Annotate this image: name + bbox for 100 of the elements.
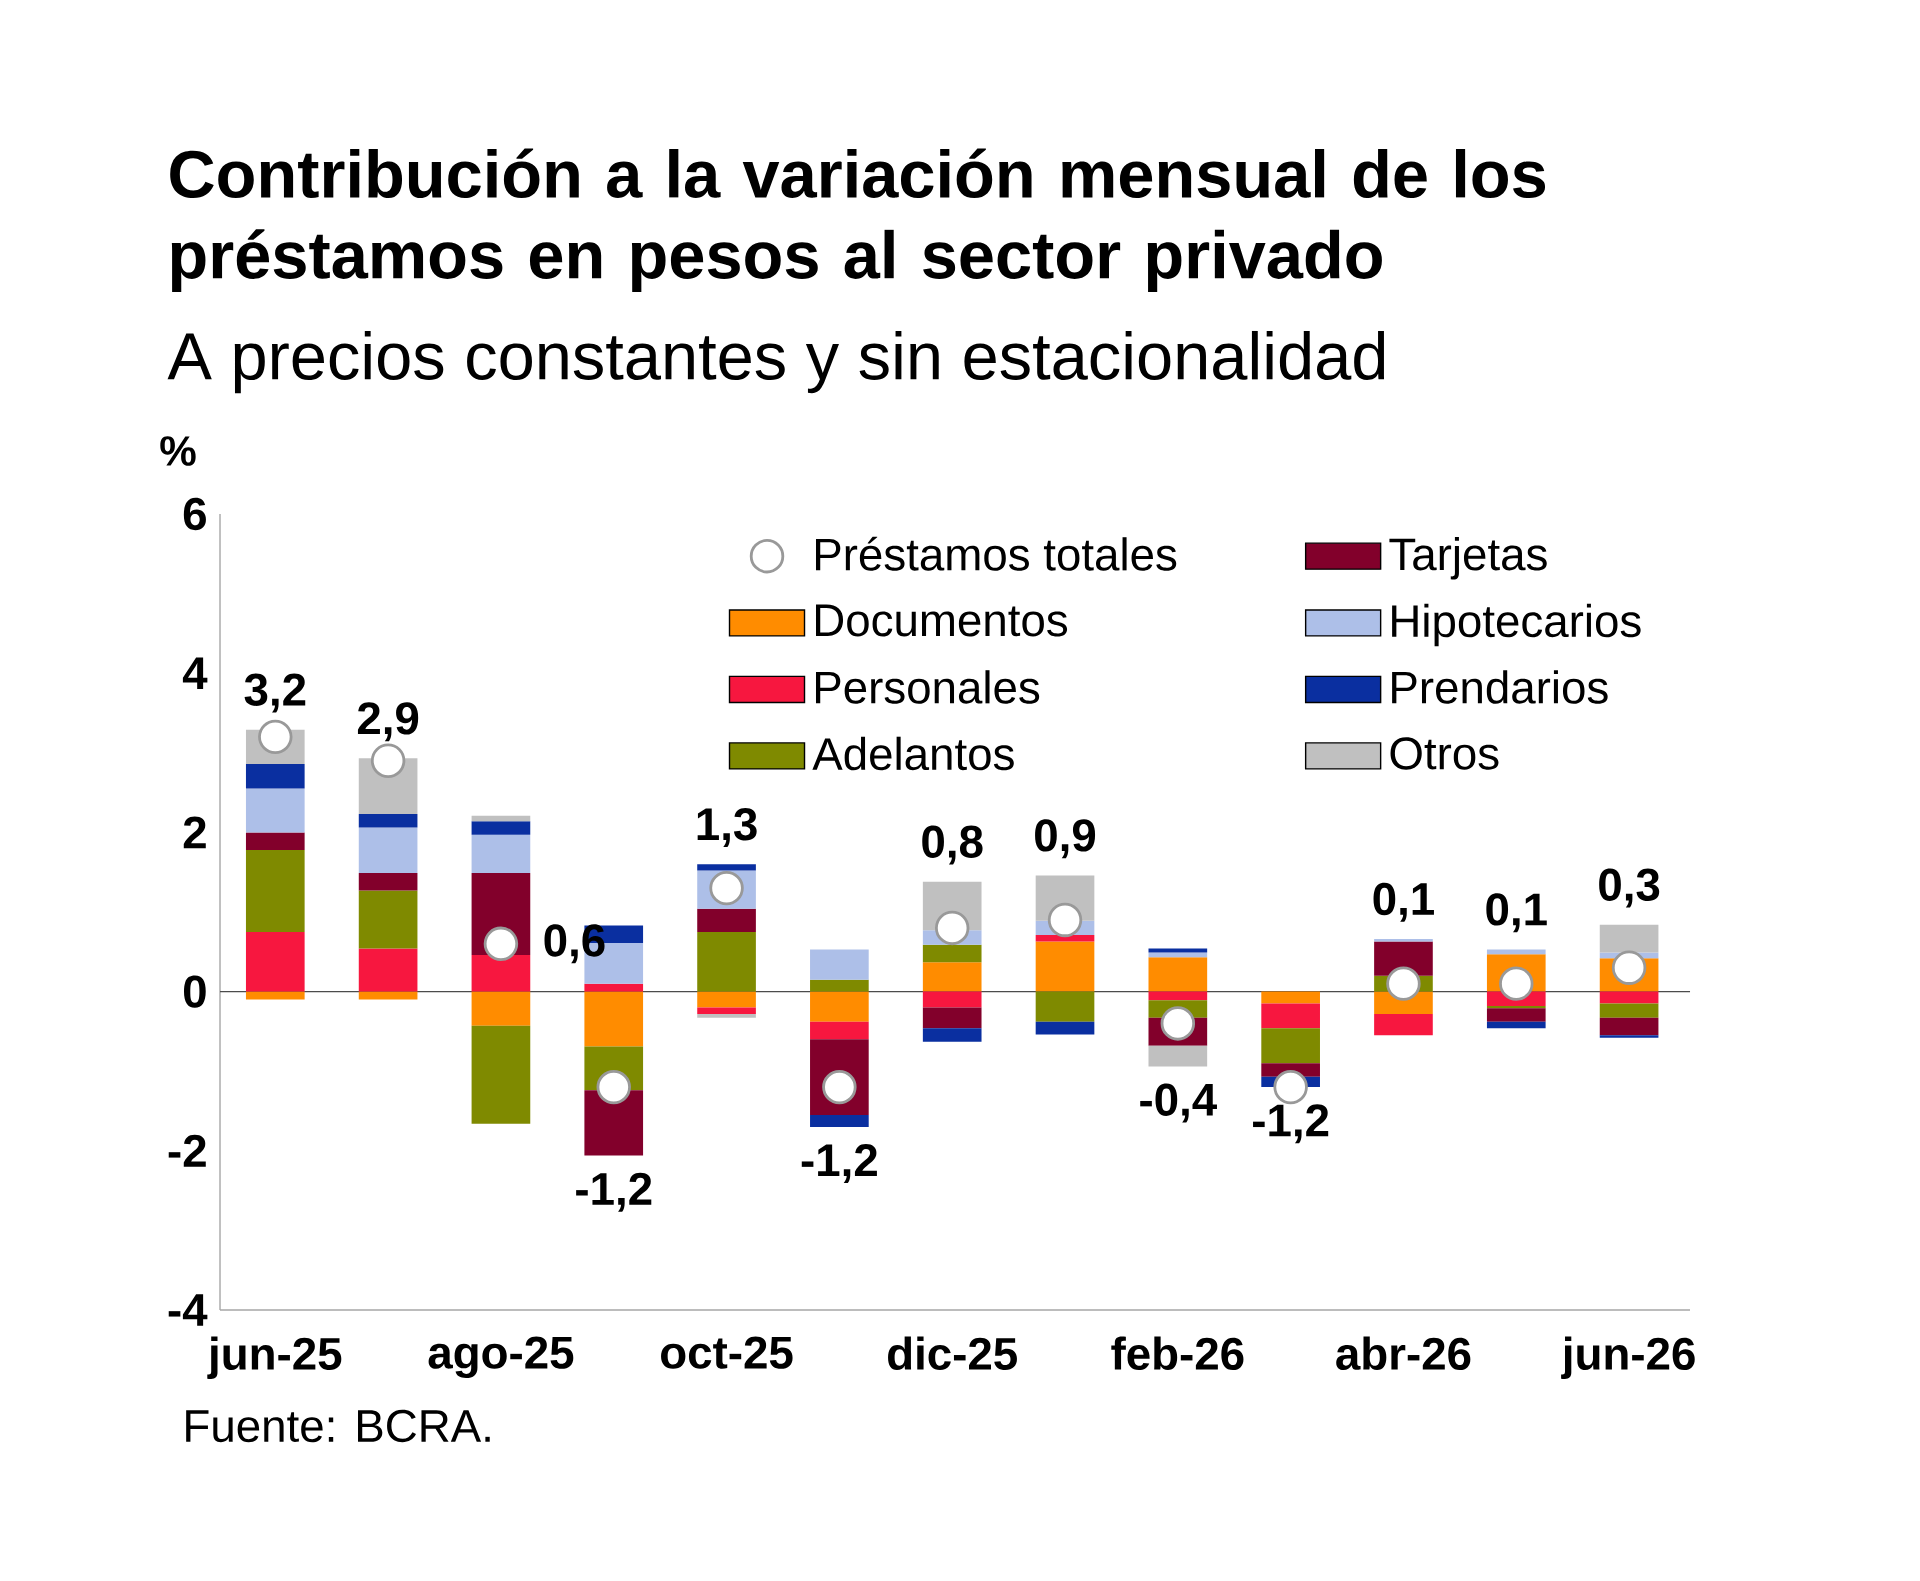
chart-subtitle: A precios constantes y sin estacionalidad [167,330,1385,394]
bar [1261,1028,1320,1064]
point [1273,1069,1308,1105]
data-label: 0,3 [1599,868,1660,908]
legend-label: Hipotecarios [1392,603,1641,647]
y-tick-label: 0 [184,975,206,1008]
bar [471,954,531,992]
bar [584,991,644,1047]
bar [1035,1021,1095,1035]
data-label: 0,1 [1486,893,1547,933]
bar [810,1114,869,1127]
bar [584,1090,644,1156]
bar [1486,1008,1546,1022]
bar [1148,948,1208,953]
data-label: 0,8 [922,825,983,865]
bar [584,983,644,992]
bar [471,1025,531,1124]
bar [1599,924,1659,953]
bar [1599,1017,1659,1036]
bar [358,991,418,1000]
data-label: -1,2 [801,1144,877,1184]
bar [922,1007,982,1029]
bar [1148,1045,1208,1067]
data-label: 0,6 [544,924,605,964]
y-tick-label: 6 [183,497,206,531]
point [258,719,293,755]
bar [810,1021,869,1040]
bar [1148,991,1208,1001]
point [596,1069,631,1105]
bar [245,832,305,850]
legend-label: Personales [815,670,1040,704]
legend-label: Prendarios [1392,670,1608,704]
bar [922,1028,982,1042]
bar [697,931,756,992]
data-label: 1,3 [697,808,757,848]
point [1386,966,1421,1001]
bar [1148,957,1208,992]
chart-title: Contribución a la variación mensual de los préstamos en pesos al sector privado [170,148,1546,293]
x-tick-label: abr-26 [1336,1336,1471,1371]
bar [471,834,531,873]
data-label: 0,9 [1035,819,1096,859]
bar [358,814,418,828]
legend-label: Tarjetas [1389,536,1547,580]
bar [1035,941,1095,992]
bar [922,962,982,992]
x-tick-label: jun-25 [207,1336,342,1380]
point [934,910,970,946]
point [1047,902,1083,938]
bar [358,890,418,949]
legend-label: Adelantos [812,736,1014,771]
point [709,870,744,906]
data-label: 3,2 [244,673,306,713]
point [1160,1006,1196,1041]
point [822,1069,857,1105]
point [370,743,406,778]
bar [810,979,869,992]
x-tick-label: jun-26 [1561,1336,1695,1380]
data-label: 0,1 [1373,882,1434,922]
bar [358,872,418,891]
data-label: 2,9 [357,702,419,742]
bar [697,908,756,932]
bar [1486,1021,1546,1029]
bar [471,991,531,1026]
point [483,926,519,962]
bar [1599,1003,1659,1018]
bar [245,763,305,789]
bar [1599,991,1659,1004]
source-note: Fuente: BCRA. [186,1409,490,1443]
legend-label: Documentos [815,604,1068,637]
bar [1261,991,1320,1004]
data-label: -0,4 [1140,1083,1217,1123]
bar [697,991,756,1008]
bar [810,991,869,1022]
y-tick-label: 2 [183,816,206,849]
bar [1374,1013,1433,1036]
bar [471,821,531,835]
bar [922,991,982,1008]
bar [810,949,869,980]
x-tick-label: ago-25 [428,1336,574,1379]
y-tick-label: -4 [168,1294,208,1326]
bar [1599,1035,1659,1038]
bar [245,991,305,1000]
legend-label: Préstamos totales [815,536,1177,571]
y-axis-title: % [160,436,196,466]
bar [697,1007,756,1014]
point [1611,950,1647,985]
y-tick-label: 4 [182,657,208,689]
point [1499,966,1534,1001]
x-tick-label: dic-25 [888,1336,1017,1371]
bar [245,849,305,932]
data-label: -1,2 [1253,1104,1329,1144]
bar [358,948,418,992]
y-tick-label: -2 [168,1134,206,1167]
bar [358,827,418,873]
bar [697,864,756,871]
bar [1486,949,1546,955]
bar [697,1013,756,1018]
x-tick-label: oct-25 [661,1336,793,1369]
bar [245,788,305,833]
bar [922,944,982,963]
